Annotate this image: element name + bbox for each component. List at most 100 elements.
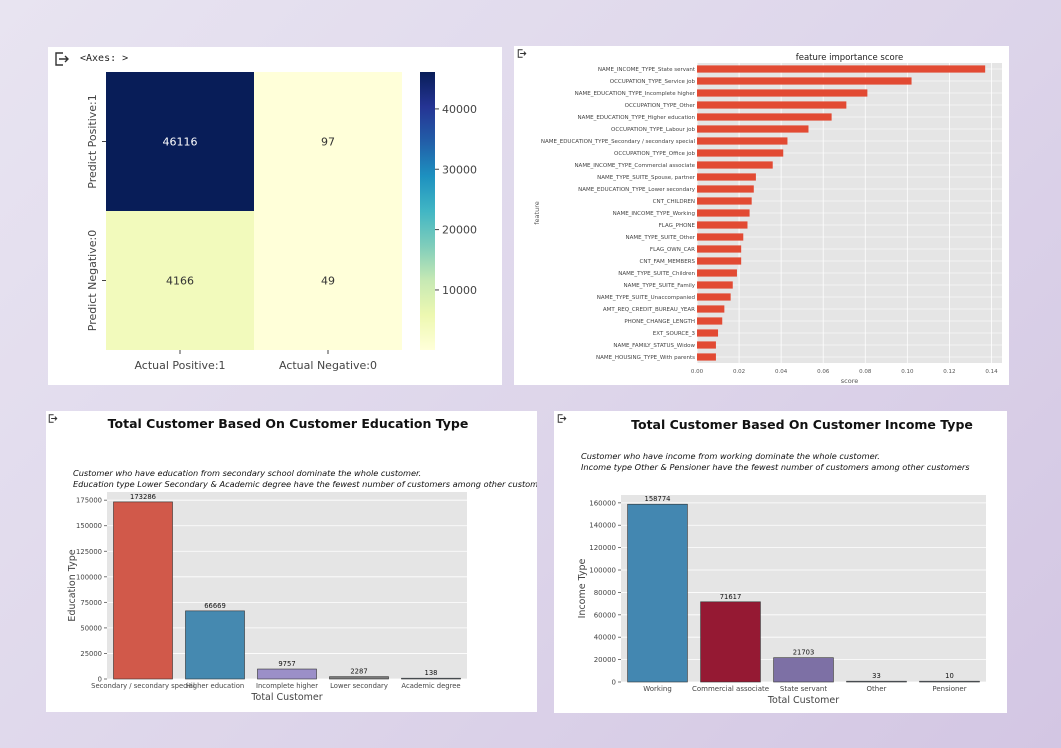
colorbar [420,72,435,350]
y-tick-label: Predict Negative:0 [86,230,99,331]
feature-label: FLAG_OWN_CAR [650,247,695,253]
colorbar-tick-label: 40000 [442,103,477,116]
annotation-text: Customer who have income from working do… [581,451,880,461]
x-tick-label: Pensioner [932,685,966,693]
feature-label: NAME_HOUSING_TYPE_With parents [596,355,695,361]
feature-label: NAME_FAMILY_STATUS_Widow [613,343,695,349]
y-tick-label: 80000 [594,589,616,597]
feature-label: CNT_CHILDREN [653,199,695,205]
heatmap-cell-label: 97 [321,136,335,149]
y-tick-label: 0 [98,676,102,684]
heatmap-cell-label: 46116 [163,136,198,149]
x-tick-label: Incomplete higher [256,682,318,690]
feature-bar [697,137,788,145]
feature-label: NAME_TYPE_SUITE_Family [623,283,695,289]
feature-label: OCCUPATION_TYPE_Other [625,103,696,109]
feature-bar [697,257,742,265]
feature-label: NAME_EDUCATION_TYPE_Incomplete higher [575,91,696,97]
y-tick-label: 25000 [80,650,102,658]
feature-importance-panel: 0.00 0.02 0.04 0.06 0.08 0.10 0.12 0.14 NAME_INC… [514,46,1009,385]
bar-value-label: 2287 [350,668,367,676]
y-tick-label: 0 [612,679,616,687]
feature-importance-chart: 0.00 0.02 0.04 0.06 0.08 0.10 0.12 0.14 NAME_INC… [533,53,1002,385]
bar [329,676,389,680]
y-axis-label: Income Type [577,558,588,618]
feature-bar [697,113,832,121]
feature-bar [697,173,756,181]
x-tick-label: Actual Negative:0 [279,359,377,372]
education-type-chart: Total Customer Based On Customer Educati… [67,416,537,703]
feature-bar [697,149,784,157]
x-tick-label: Other [867,685,887,693]
feature-bar [697,65,986,73]
x-tick-label: Lower secondary [330,682,388,690]
feature-bar [697,269,737,277]
heatmap-cell-label: 49 [321,275,335,288]
annotation-text: Education type Lower Secondary & Academi… [73,479,537,489]
education-type-panel: Total Customer Based On Customer Educati… [46,411,537,712]
x-tick-label: Higher education [186,682,244,690]
x-tick-label: Actual Positive:1 [134,359,225,372]
x-tick-label: 0.00 [691,369,704,375]
axes-repr-text: <Axes: > [80,53,129,64]
feature-label: NAME_TYPE_SUITE_Other [626,235,696,241]
x-tick-label: 0.12 [943,369,955,375]
output-icon[interactable] [557,414,567,423]
bar [185,610,245,680]
feature-bar [697,317,723,325]
bar [627,503,688,683]
y-tick-label: 50000 [80,624,102,632]
feature-label: NAME_TYPE_SUITE_Spouse, partner [597,175,696,181]
y-tick-label: 140000 [589,522,616,530]
output-icon[interactable] [517,49,527,58]
x-tick-label: 0.02 [733,369,745,375]
feature-bar [697,233,744,241]
income-type-panel: Total Customer Based On Customer Income … [554,411,1007,713]
feature-bar [697,341,716,349]
feature-bar [697,329,719,337]
feature-label: NAME_TYPE_SUITE_Children [618,271,695,277]
output-icon[interactable] [54,52,70,66]
output-icon[interactable] [48,414,58,423]
x-axis-label: Total Customer [250,692,322,703]
feature-bar [697,221,748,229]
y-tick-label: Predict Positive:1 [86,94,99,189]
x-tick-label: Commercial associate [692,685,769,693]
bar [113,501,173,680]
y-tick-label: 75000 [80,599,102,607]
bar-value-label: 173286 [130,493,156,501]
x-tick-label: State servant [780,685,827,693]
y-tick-label: 40000 [594,634,616,642]
feature-bar [697,209,750,217]
feature-label: FLAG_PHONE [659,223,696,229]
feature-label: NAME_INCOME_TYPE_State servant [598,67,696,73]
feature-bar [697,353,716,361]
colorbar-tick-label: 10000 [442,284,477,297]
feature-label: OCCUPATION_TYPE_Labour job [611,127,695,133]
feature-label: OCCUPATION_TYPE_Office job [614,151,695,157]
annotation-text: Customer who have education from seconda… [73,468,421,478]
bar [700,601,761,683]
feature-bar [697,197,752,205]
heatmap-cell [254,211,402,350]
feature-bar [697,305,725,313]
feature-bar [697,293,731,301]
feature-bar [697,281,733,289]
chart-title: Total Customer Based On Customer Income … [631,417,973,432]
y-tick-label: 160000 [589,499,616,507]
income-type-chart: Total Customer Based On Customer Income … [577,417,986,706]
bar-value-label: 158774 [645,495,671,503]
chart-title: feature importance score [796,53,904,63]
confusion-matrix-heatmap: 46116 97 4166 49 Actual Positive:1 Actual Neg… [86,72,477,372]
x-tick-label: 0.14 [985,369,998,375]
feature-bar [697,101,847,109]
bar [846,680,907,683]
x-axis-label: Total Customer [767,695,839,706]
heatmap-cell-label: 4166 [166,275,194,288]
annotation-text: Income type Other & Pensioner have the f… [581,462,970,472]
y-tick-label: 20000 [594,656,616,664]
x-axis-label: score [841,377,858,385]
colorbar-tick-label: 30000 [442,163,477,176]
bar [919,680,980,683]
feature-label: NAME_INCOME_TYPE_Working [613,211,695,217]
